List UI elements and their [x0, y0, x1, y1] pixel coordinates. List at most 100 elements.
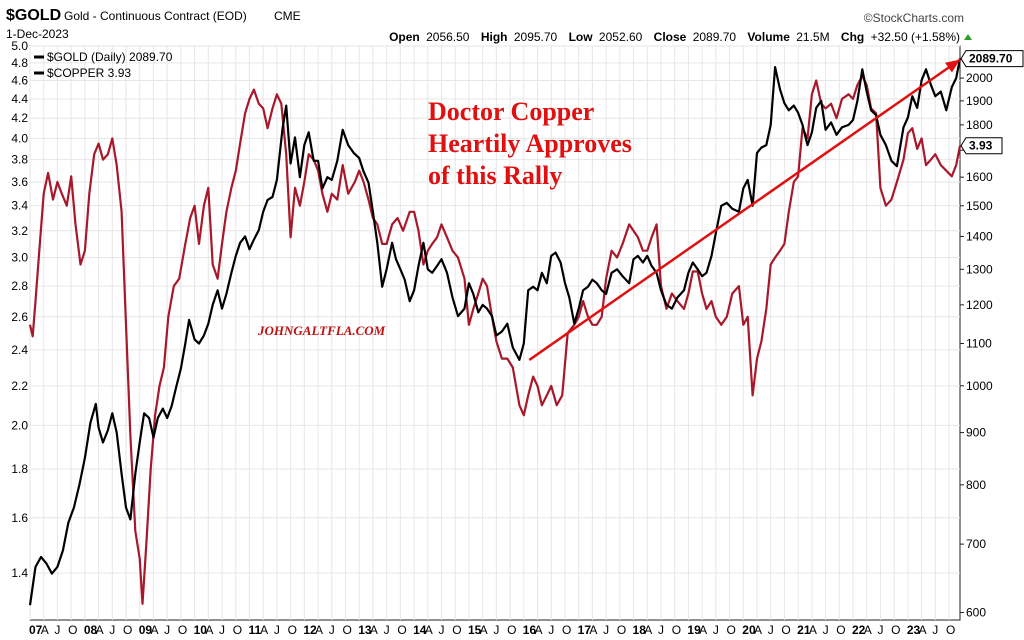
x-tick-label: J — [877, 623, 883, 637]
x-tick-label: 22 — [852, 623, 866, 637]
x-tick-label: J — [439, 623, 445, 637]
left-tick-label: 3.4 — [11, 199, 28, 213]
left-tick-label: 1.8 — [11, 462, 28, 476]
series-group — [28, 58, 962, 606]
source-credit: ©StockCharts.com — [864, 11, 964, 25]
x-tick-label: O — [891, 623, 900, 637]
x-tick-label: O — [178, 623, 187, 637]
x-tick-label: J — [713, 623, 719, 637]
close-label: Close — [654, 30, 687, 44]
x-tick-label: J — [219, 623, 225, 637]
x-tick-label: O — [452, 623, 461, 637]
x-tick-label: J — [768, 623, 774, 637]
legend-gold: $GOLD (Daily) 2089.70 — [47, 50, 173, 64]
chg-label: Chg — [841, 30, 864, 44]
x-tick-label: O — [288, 623, 297, 637]
right-tick-label: 1900 — [966, 94, 993, 108]
x-tick-label: A — [96, 623, 104, 637]
left-tick-label: 4.4 — [11, 92, 28, 106]
date: 1-Dec-2023 — [6, 27, 69, 41]
x-tick-label: O — [123, 623, 132, 637]
high-value: 2095.70 — [514, 30, 558, 44]
left-tick-label: 4.6 — [11, 74, 28, 88]
left-tick-label: 3.2 — [11, 224, 28, 238]
right-tick-label: 1800 — [966, 118, 993, 132]
x-tick-label: J — [548, 623, 554, 637]
x-tick-label: O — [836, 623, 845, 637]
x-tick-label: O — [68, 623, 77, 637]
x-tick-label: J — [164, 623, 170, 637]
left-tick-label: 1.6 — [11, 511, 28, 525]
description: Gold - Continuous Contract (EOD) — [64, 9, 247, 23]
x-tick-label: O — [397, 623, 406, 637]
right-tick-label: 600 — [966, 606, 986, 620]
right-tick-label: 1200 — [966, 298, 993, 312]
left-tick-label: 2.4 — [11, 343, 28, 357]
right-tick-label: 800 — [966, 478, 986, 492]
x-tick-label: O — [946, 623, 955, 637]
last-value-tag — [960, 50, 1024, 68]
x-tick-label: A — [370, 623, 378, 637]
left-tick-label: 3.8 — [11, 153, 28, 167]
x-tick-label: A — [260, 623, 268, 637]
x-tick-label: O — [562, 623, 571, 637]
copper-series-line — [28, 74, 962, 605]
x-tick-label: J — [603, 623, 609, 637]
legend-copper: $COPPER 3.93 — [47, 66, 131, 80]
x-tick-label: O — [342, 623, 351, 637]
left-tick-label: 2.2 — [11, 379, 28, 393]
left-tick-label: 1.4 — [11, 566, 28, 580]
right-tick-label: 1100 — [966, 336, 992, 350]
right-tick-label: 1000 — [966, 379, 993, 393]
left-tick-label: 2.6 — [11, 310, 28, 324]
left-tick-label: 2.0 — [11, 418, 28, 432]
ohlc-stats: Open 2056.50 High 2095.70 Low 2052.60 Cl… — [389, 30, 960, 44]
exchange: CME — [274, 9, 301, 23]
x-tick-label: J — [658, 623, 664, 637]
x-tick-label: 20 — [742, 623, 756, 637]
x-tick-label: A — [205, 623, 213, 637]
x-tick-label: J — [384, 623, 390, 637]
right-tick-label: 1400 — [966, 229, 993, 243]
left-tick-label: 3.0 — [11, 251, 28, 265]
x-tick-label: A — [425, 623, 433, 637]
x-tick-label: A — [864, 623, 872, 637]
chart-header: $GOLD Gold - Continuous Contract (EOD) C… — [6, 7, 972, 44]
right-tick-label: 2000 — [966, 71, 993, 85]
x-tick-label: O — [781, 623, 790, 637]
open-value: 2056.50 — [426, 30, 470, 44]
last-value-tag — [960, 137, 1003, 155]
last-value-tags: 2089.70 3.93 — [960, 50, 1024, 155]
trend-arrow — [528, 58, 961, 361]
volume-label: Volume — [747, 30, 790, 44]
trend-arrow-line — [528, 58, 961, 361]
x-tick-label: O — [617, 623, 626, 637]
x-tick-label: J — [109, 623, 115, 637]
x-tick-label: J — [274, 623, 280, 637]
x-tick-label: 14 — [413, 623, 427, 637]
gold-series-line — [28, 58, 962, 606]
left-tick-label: 4.2 — [11, 111, 28, 125]
x-tick-label: 23 — [907, 623, 921, 637]
x-tick-label: J — [823, 623, 829, 637]
up-arrow-icon — [964, 34, 972, 40]
low-label: Low — [569, 30, 594, 44]
x-tick-label: 19 — [687, 623, 701, 637]
left-tick-label: 3.6 — [11, 175, 28, 189]
x-tick-label: A — [809, 623, 817, 637]
x-tick-label: 16 — [523, 623, 537, 637]
x-tick-label: A — [315, 623, 323, 637]
last-value-label: 3.93 — [969, 139, 993, 153]
open-label: Open — [389, 30, 420, 44]
x-tick-label: O — [672, 623, 681, 637]
x-tick-label: A — [754, 623, 762, 637]
annotation-line-2: Heartily Approves — [428, 129, 632, 158]
x-tick-label: 21 — [797, 623, 811, 637]
x-tick-label: A — [150, 623, 158, 637]
x-tick-label: A — [480, 623, 488, 637]
x-tick-label: O — [233, 623, 242, 637]
x-tick-label: 18 — [633, 623, 647, 637]
x-axis-ticks: 07A J O 08A J O 09A J O 10A J O 11 A J O 12A J O 13A J O 14A J O… — [29, 623, 955, 637]
right-tick-label: 1500 — [966, 199, 993, 213]
